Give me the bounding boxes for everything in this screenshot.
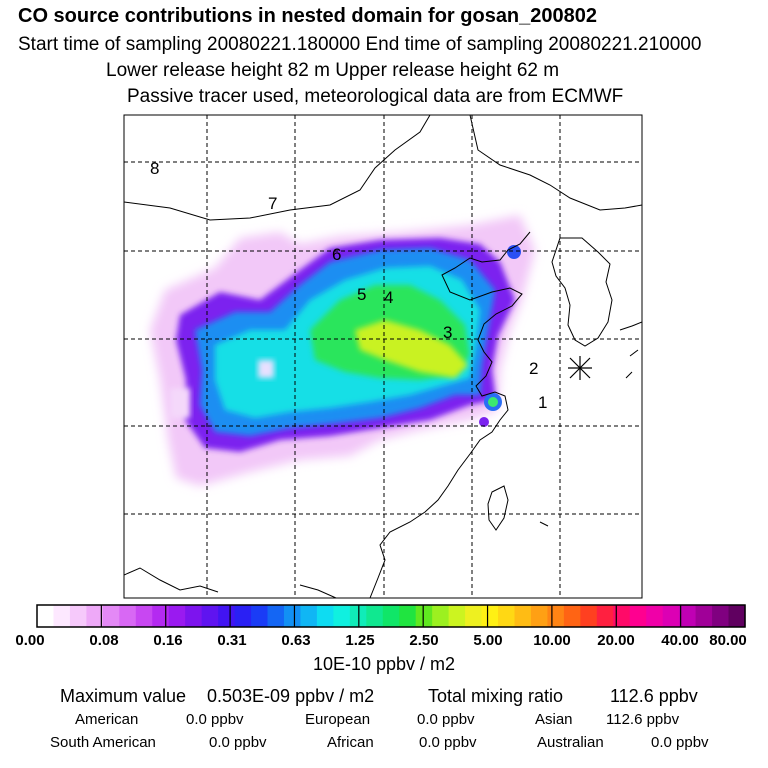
colorbar-swatch (547, 605, 565, 627)
colorbar-swatch (646, 605, 664, 627)
region-label-6: 6 (332, 245, 342, 264)
colorbar-swatch (53, 605, 71, 627)
colorbar-swatch (728, 605, 746, 627)
colorbar-swatch (613, 605, 631, 627)
colorbar-swatch (481, 605, 499, 627)
colorbar-swatch (251, 605, 269, 627)
total-label: Total mixing ratio (428, 686, 564, 706)
colorbar-swatch (679, 605, 697, 627)
asian-label: Asian (535, 711, 573, 728)
colorbar-swatch (695, 605, 713, 627)
plume-gap (170, 388, 190, 418)
plume-layer (150, 215, 535, 486)
colorbar-swatch (432, 605, 450, 627)
colorbar-tick: 1.25 (345, 632, 375, 649)
colorbar-swatch (382, 605, 400, 627)
colorbar-swatch (662, 605, 680, 627)
maximum-value: 0.503E-09 ppbv / m2 (207, 686, 375, 706)
colorbar-tick: 40.00 (661, 632, 699, 649)
colorbar-tick: 0.16 (153, 632, 183, 649)
grid-lines (124, 115, 642, 598)
plume-blob (479, 417, 489, 427)
african-value: 0.0 ppbv (419, 734, 477, 751)
region-label-5: 5 (357, 285, 367, 304)
colorbar-swatch (185, 605, 203, 627)
south-american-value: 0.0 ppbv (209, 734, 267, 751)
coastlines (124, 115, 642, 598)
colorbar-swatch (300, 605, 318, 627)
colorbar-swatch (267, 605, 285, 627)
colorbar-frame (36, 604, 746, 628)
european-value: 0.0 ppbv (417, 711, 475, 728)
region-label-1: 1 (538, 393, 548, 412)
plume-core (355, 320, 468, 378)
colorbar-tick: 80.00 (709, 632, 747, 649)
colorbar-swatch (415, 605, 433, 627)
colorbar-tick: 0.63 (281, 632, 311, 649)
sampling-time-line: Start time of sampling 20080221.180000 E… (18, 34, 702, 55)
european-label: European (305, 711, 371, 728)
colorbar-swatch (37, 605, 55, 627)
colorbar-swatch (514, 605, 532, 627)
total-value: 112.6 ppbv (610, 686, 698, 706)
plume-blob (488, 397, 498, 407)
colorbar-tick: 10.00 (533, 632, 571, 649)
colorbar-swatch (234, 605, 252, 627)
south-american-label: South American (50, 734, 156, 751)
colorbar-swatch (596, 605, 614, 627)
american-label: American (75, 711, 139, 728)
asterisk-icon (568, 356, 592, 380)
map-title: CO source contributions in nested domain… (18, 5, 598, 27)
plume-gap (258, 360, 274, 378)
colorbar-swatch (168, 605, 186, 627)
american-value: 0.0 ppbv (186, 711, 244, 728)
region-label-3: 3 (443, 323, 453, 342)
colorbar-dividers (100, 605, 682, 627)
colorbar-swatch (629, 605, 647, 627)
colorbar-swatch (201, 605, 219, 627)
colorbar (37, 605, 746, 627)
colorbar-swatch (119, 605, 137, 627)
colorbar-swatch (448, 605, 466, 627)
colorbar-swatch (333, 605, 351, 627)
australian-label: Australian (537, 734, 604, 751)
release-height-line: Lower release height 82 m Upper release … (106, 60, 560, 81)
colorbar-swatch (218, 605, 236, 627)
colorbar-tick: 0.08 (89, 632, 119, 649)
colorbar-tick: 2.50 (409, 632, 439, 649)
colorbar-swatch (135, 605, 153, 627)
colorbar-swatch (316, 605, 334, 627)
region-label-8: 8 (150, 159, 160, 178)
colorbar-swatch (530, 605, 549, 627)
map-frame (123, 114, 643, 599)
african-label: African (327, 734, 374, 751)
colorbar-swatch (86, 605, 104, 627)
colorbar-tick: 0.31 (217, 632, 247, 649)
australian-value: 0.0 ppbv (651, 734, 709, 751)
colorbar-unit: 10E-10 ppbv / m2 (312, 654, 456, 674)
colorbar-swatch (399, 605, 417, 627)
asian-value: 112.6 ppbv (606, 711, 680, 728)
region-label-4: 4 (384, 288, 394, 307)
colorbar-tick: 5.00 (473, 632, 503, 649)
region-label-2: 2 (529, 359, 539, 378)
colorbar-swatch (283, 605, 302, 627)
region-label-7: 7 (268, 194, 278, 213)
tracer-info-line: Passive tracer used, meteorological data… (127, 86, 624, 107)
colorbar-swatch (563, 605, 581, 627)
colorbar-tick: 0.00 (15, 632, 45, 649)
colorbar-swatch (366, 605, 384, 627)
colorbar-swatch (102, 605, 120, 627)
colorbar-tick: 20.00 (597, 632, 635, 649)
maximum-label: Maximum value (60, 686, 187, 706)
colorbar-swatch (152, 605, 170, 627)
colorbar-swatch (712, 605, 730, 627)
colorbar-swatch (580, 605, 598, 627)
colorbar-swatch (465, 605, 483, 627)
colorbar-swatch (498, 605, 516, 627)
colorbar-swatch (69, 605, 87, 627)
